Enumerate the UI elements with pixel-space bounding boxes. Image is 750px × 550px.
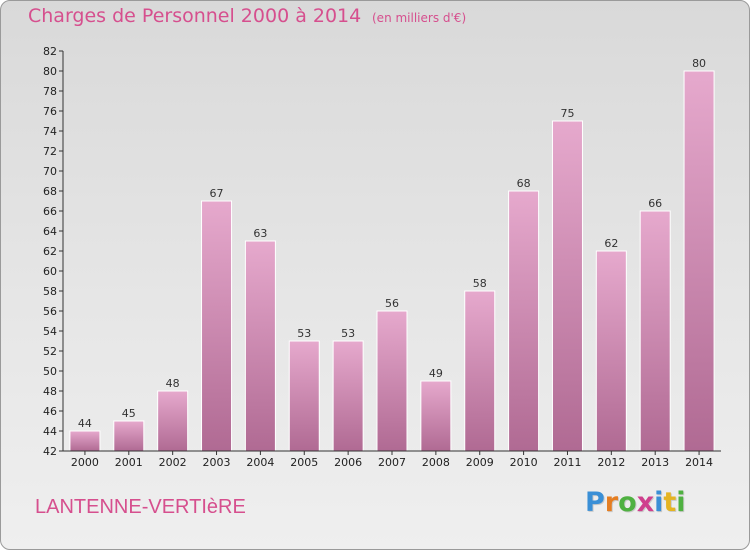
x-tick-label: 2002 bbox=[159, 456, 187, 469]
bar-value-label: 80 bbox=[692, 57, 706, 70]
y-tick-label: 68 bbox=[43, 185, 57, 198]
chart-title: Charges de Personnel 2000 à 2014 bbox=[28, 5, 362, 27]
chart-subtitle: (en milliers d'€) bbox=[372, 11, 467, 25]
bar-value-label: 58 bbox=[473, 277, 487, 290]
bar-value-label: 68 bbox=[517, 177, 531, 190]
bar-2006 bbox=[332, 340, 364, 452]
bar-value-label: 53 bbox=[297, 327, 311, 340]
y-tick-label: 62 bbox=[43, 245, 57, 258]
x-tick-label: 2005 bbox=[290, 456, 318, 469]
y-tick-label: 66 bbox=[43, 205, 57, 218]
logo-letter: t bbox=[663, 487, 677, 518]
y-tick-label: 46 bbox=[43, 405, 57, 418]
y-tick-label: 60 bbox=[43, 265, 57, 278]
logo-letter: o bbox=[618, 487, 637, 518]
x-tick-label: 2014 bbox=[685, 456, 713, 469]
bars-group: 44 45 48 67 63 53 53 56 49 58 68 75 62 66 80 bbox=[69, 57, 715, 452]
y-tick-label: 48 bbox=[43, 385, 57, 398]
y-tick-label: 72 bbox=[43, 145, 57, 158]
y-tick-label: 78 bbox=[43, 85, 57, 98]
bar-value-label: 63 bbox=[253, 227, 267, 240]
bar-2002 bbox=[157, 390, 189, 452]
bar-2012 bbox=[595, 250, 627, 452]
bar-value-label: 49 bbox=[429, 367, 443, 380]
logo-letter: P bbox=[585, 487, 605, 518]
bar-2005 bbox=[288, 340, 320, 452]
bar-2011 bbox=[551, 120, 583, 452]
x-tick-label: 2011 bbox=[553, 456, 581, 469]
proxiti-logo[interactable]: Proxiti bbox=[585, 487, 686, 518]
bar-2001 bbox=[113, 420, 145, 452]
axes-group: 42 44 46 48 50 52 54 56 58 60 62 64 66 68 70 72 74 76 78 80… bbox=[43, 45, 721, 469]
y-tick-label: 44 bbox=[43, 425, 57, 438]
x-tick-label: 2009 bbox=[466, 456, 494, 469]
x-tick-label: 2008 bbox=[422, 456, 450, 469]
logo-letter: i bbox=[676, 487, 686, 518]
bar-2008 bbox=[420, 380, 452, 452]
y-tick-label: 56 bbox=[43, 305, 57, 318]
x-tick-label: 2000 bbox=[71, 456, 99, 469]
x-tick-label: 2004 bbox=[246, 456, 274, 469]
bar-2014 bbox=[683, 70, 715, 452]
x-tick-label: 2006 bbox=[334, 456, 362, 469]
x-tick-label: 2001 bbox=[115, 456, 143, 469]
y-tick-label: 82 bbox=[43, 45, 57, 58]
bar-2009 bbox=[464, 290, 496, 452]
bar-value-label: 62 bbox=[604, 237, 618, 250]
bar-value-label: 56 bbox=[385, 297, 399, 310]
x-tick-label: 2012 bbox=[597, 456, 625, 469]
logo-letter: x bbox=[636, 487, 655, 518]
y-tick-label: 64 bbox=[43, 225, 57, 238]
y-tick-label: 58 bbox=[43, 285, 57, 298]
bar-value-label: 53 bbox=[341, 327, 355, 340]
y-tick-label: 74 bbox=[43, 125, 57, 138]
y-tick-label: 70 bbox=[43, 165, 57, 178]
bar-value-label: 48 bbox=[166, 377, 180, 390]
bar-2010 bbox=[508, 190, 540, 452]
bar-2007 bbox=[376, 310, 408, 452]
logo-letter: r bbox=[604, 487, 619, 518]
bar-2013 bbox=[639, 210, 671, 452]
y-tick-label: 42 bbox=[43, 445, 57, 458]
y-tick-label: 50 bbox=[43, 365, 57, 378]
x-tick-label: 2003 bbox=[203, 456, 231, 469]
bar-2004 bbox=[244, 240, 276, 452]
bar-value-label: 45 bbox=[122, 407, 136, 420]
y-tick-label: 76 bbox=[43, 105, 57, 118]
bar-value-label: 75 bbox=[560, 107, 574, 120]
bar-value-label: 67 bbox=[210, 187, 224, 200]
y-tick-label: 54 bbox=[43, 325, 57, 338]
logo-letter: i bbox=[654, 487, 664, 518]
x-tick-label: 2007 bbox=[378, 456, 406, 469]
bar-2003 bbox=[201, 200, 233, 452]
place-name: LANTENNE-VERTIèRE bbox=[35, 496, 246, 518]
bar-value-label: 44 bbox=[78, 417, 92, 430]
x-tick-label: 2010 bbox=[510, 456, 538, 469]
y-tick-label: 52 bbox=[43, 345, 57, 358]
bar-value-label: 66 bbox=[648, 197, 662, 210]
bar-2000 bbox=[69, 430, 101, 452]
x-tick-label: 2013 bbox=[641, 456, 669, 469]
y-tick-label: 80 bbox=[43, 65, 57, 78]
